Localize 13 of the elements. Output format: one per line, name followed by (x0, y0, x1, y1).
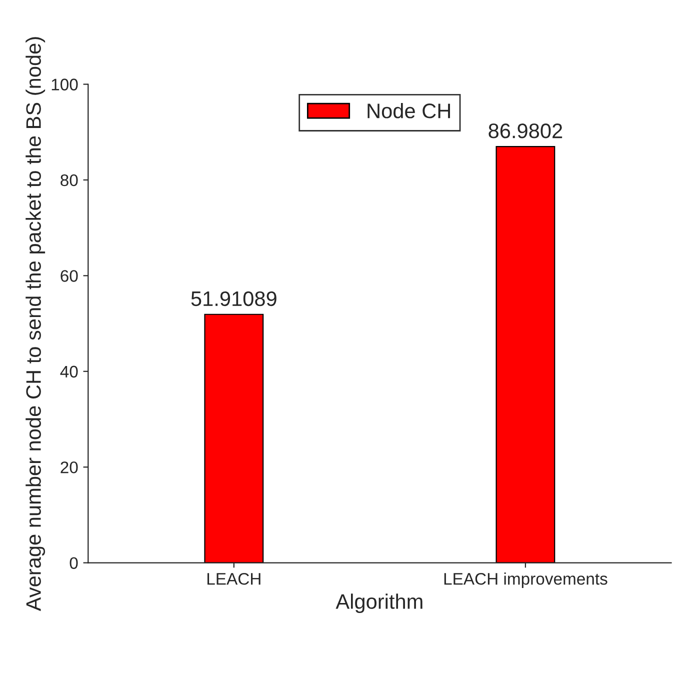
y-tick-label: 0 (70, 557, 78, 569)
y-axis-title: Average number node CH to send the packet to the BS (node) (26, 37, 46, 612)
y-tick-label: 80 (60, 174, 78, 186)
x-tick-label: LEACH improvements (444, 572, 608, 588)
y-tick-label: 60 (60, 270, 78, 282)
data-label: 51.91089 (191, 291, 276, 306)
legend-label: Node CH (368, 103, 450, 118)
y-tick-label: 100 (52, 78, 78, 90)
y-tick-label: 40 (60, 366, 78, 378)
x-axis-title: Algorithm (336, 594, 422, 614)
y-tick-label: 20 (60, 461, 78, 474)
x-tick-label: LEACH (207, 572, 260, 585)
data-label: 86.9802 (488, 124, 562, 138)
